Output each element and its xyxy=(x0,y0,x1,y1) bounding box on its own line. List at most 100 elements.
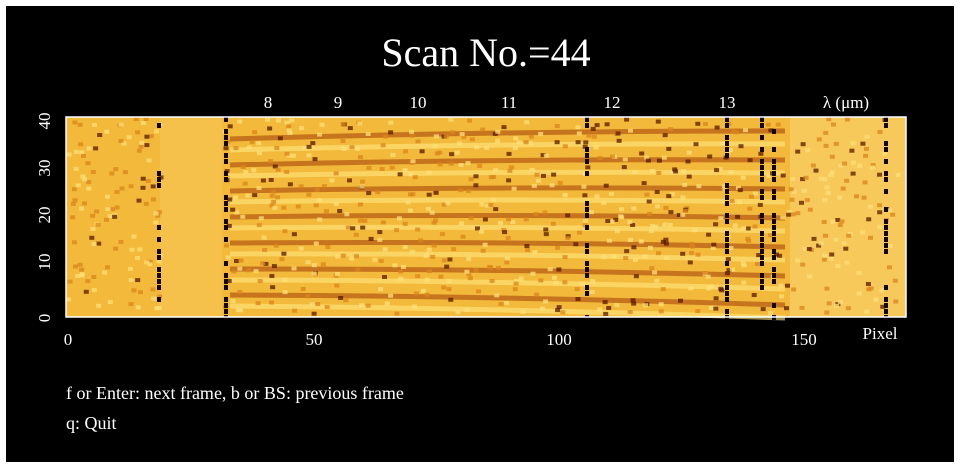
speckle-pixel xyxy=(277,136,283,141)
speckle-pixel xyxy=(433,190,439,195)
speckle-pixel xyxy=(877,130,883,134)
speckle-pixel xyxy=(791,189,797,194)
speckle-pixel xyxy=(140,176,146,181)
speckle-pixel xyxy=(338,296,344,300)
dark-column-pixel xyxy=(725,117,729,122)
dark-column-pixel xyxy=(585,123,589,128)
speckle-pixel xyxy=(383,134,389,139)
speckle-pixel xyxy=(375,190,381,195)
speckle-pixel xyxy=(366,191,372,196)
speckle-pixel xyxy=(622,157,628,162)
speckle-pixel xyxy=(447,257,453,262)
speckle-pixel xyxy=(279,257,285,262)
speckle-pixel xyxy=(275,195,280,200)
speckle-pixel xyxy=(382,247,388,252)
speckle-pixel xyxy=(791,287,797,292)
speckle-pixel xyxy=(96,241,102,246)
speckle-pixel xyxy=(73,166,79,171)
speckle-pixel xyxy=(154,306,160,311)
speckle-pixel xyxy=(415,227,421,232)
speckle-pixel xyxy=(614,303,620,307)
dark-column-pixel xyxy=(157,255,161,260)
speckle-pixel xyxy=(892,278,898,283)
speckle-pixel xyxy=(282,229,288,234)
speckle-pixel xyxy=(825,191,831,195)
speckle-pixel xyxy=(528,134,534,139)
speckle-pixel xyxy=(448,161,454,166)
speckle-pixel xyxy=(334,272,340,276)
dark-column-pixel xyxy=(760,213,764,218)
dark-column-pixel xyxy=(585,291,589,296)
speckle-pixel xyxy=(135,256,140,260)
speckle-pixel xyxy=(380,220,386,225)
speckle-pixel xyxy=(409,133,415,138)
speckle-pixel xyxy=(593,145,599,150)
speckle-pixel xyxy=(269,274,275,278)
speckle-pixel xyxy=(562,255,568,260)
dark-column-pixel xyxy=(224,129,228,134)
speckle-pixel xyxy=(121,141,127,146)
speckle-pixel xyxy=(249,140,255,145)
speckle-pixel xyxy=(359,184,365,189)
dark-column-pixel xyxy=(224,117,228,122)
dark-column-pixel xyxy=(725,183,729,188)
speckle-pixel xyxy=(139,140,145,145)
speckle-pixel xyxy=(480,248,486,253)
speckle-pixel xyxy=(743,128,748,133)
speckle-pixel xyxy=(540,153,546,158)
speckle-pixel xyxy=(240,214,246,219)
speckle-pixel xyxy=(389,165,395,170)
speckle-pixel xyxy=(131,234,137,239)
speckle-pixel xyxy=(583,218,589,223)
speckle-pixel xyxy=(449,152,455,157)
speckle-pixel xyxy=(136,148,142,153)
speckle-pixel xyxy=(556,267,562,272)
speckle-pixel xyxy=(605,219,611,223)
speckle-pixel xyxy=(107,214,113,218)
speckle-pixel xyxy=(505,256,510,261)
speckle-pixel xyxy=(729,198,735,203)
speckle-pixel xyxy=(242,181,248,186)
speckle-pixel xyxy=(495,265,501,270)
speckle-pixel xyxy=(262,248,268,252)
dark-column-pixel xyxy=(772,267,776,272)
speckle-pixel xyxy=(90,213,96,218)
speckle-pixel xyxy=(741,226,747,231)
dark-column-pixel xyxy=(725,309,729,314)
speckle-pixel xyxy=(344,212,350,217)
dark-column-pixel xyxy=(585,285,589,290)
speckle-pixel xyxy=(89,235,95,240)
speckle-pixel xyxy=(785,283,790,288)
speckle-pixel xyxy=(451,247,457,252)
speckle-pixel xyxy=(397,172,403,177)
speckle-pixel xyxy=(312,157,318,162)
speckle-pixel xyxy=(488,202,494,207)
speckle-pixel xyxy=(147,259,153,264)
speckle-pixel xyxy=(585,165,591,170)
speckle-pixel xyxy=(662,222,668,227)
speckle-pixel xyxy=(680,195,686,200)
dark-column-pixel xyxy=(224,309,228,314)
speckle-pixel xyxy=(491,197,497,202)
dark-column-pixel xyxy=(884,303,888,308)
wavelength-axis: 8 9 10 11 12 13 λ (μm) xyxy=(264,93,869,112)
speckle-pixel xyxy=(468,216,474,221)
speckle-pixel xyxy=(66,152,72,157)
speckle-pixel xyxy=(424,292,430,297)
speckle-pixel xyxy=(641,181,647,186)
speckle-pixel xyxy=(147,262,153,267)
speckle-pixel xyxy=(408,192,413,197)
speckle-pixel xyxy=(226,279,232,283)
speckle-pixel xyxy=(660,287,666,292)
speckle-pixel xyxy=(606,238,612,243)
speckle-pixel xyxy=(509,165,515,170)
speckle-pixel xyxy=(724,271,730,276)
speckle-pixel xyxy=(459,132,465,137)
speckle-pixel xyxy=(396,216,402,221)
speckle-pixel xyxy=(821,257,827,262)
speckle-pixel xyxy=(506,178,512,183)
speckle-pixel xyxy=(102,270,107,275)
speckle-pixel xyxy=(747,206,753,211)
speckle-pixel xyxy=(426,170,432,175)
dark-column-pixel xyxy=(224,135,228,140)
